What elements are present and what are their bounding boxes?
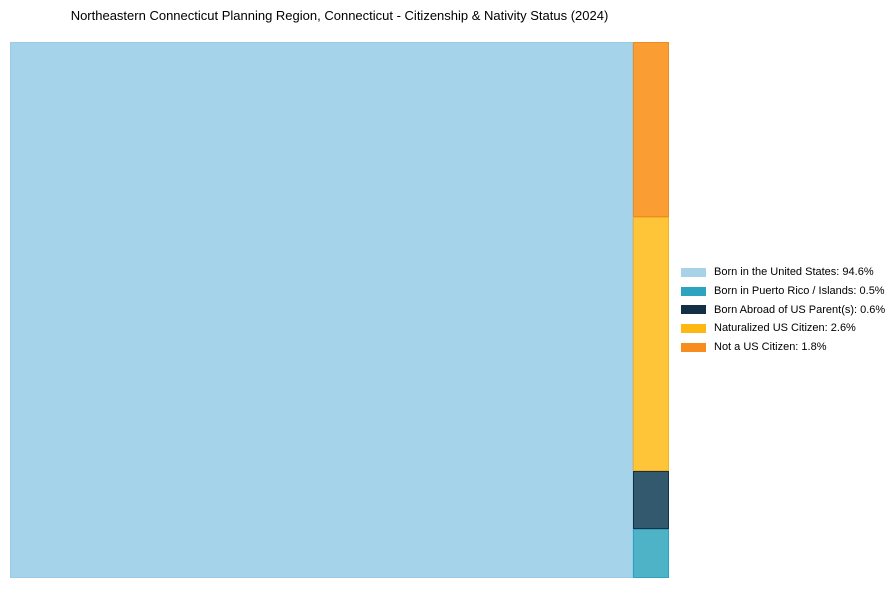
legend-swatch (681, 305, 706, 315)
legend-item: Born in the United States: 94.6% (681, 263, 885, 282)
legend-item: Naturalized US Citizen: 2.6% (681, 319, 885, 338)
legend-label: Born Abroad of US Parent(s): 0.6% (714, 303, 886, 316)
legend-label: Naturalized US Citizen: 2.6% (714, 322, 856, 335)
legend-label: Not a US Citizen: 1.8% (714, 341, 827, 354)
legend: Born in the United States: 94.6% Born in … (681, 263, 885, 356)
treemap-block-born-in-puerto-rico-islands[interactable] (632, 529, 669, 578)
chart-title: Northeastern Connecticut Planning Region… (70, 8, 609, 23)
treemap-side-column (632, 42, 669, 578)
treemap-block-born-abroad-of-us-parent-s[interactable] (632, 470, 669, 530)
treemap-block-not-a-us-citizen[interactable] (632, 42, 669, 218)
treemap-plot (10, 42, 669, 578)
legend-swatch (681, 342, 706, 352)
legend-swatch (681, 323, 706, 333)
treemap-block-naturalized-us-citizen[interactable] (632, 217, 669, 471)
legend-swatch (681, 286, 706, 296)
legend-item: Born in Puerto Rico / Islands: 0.5% (681, 282, 885, 301)
legend-label: Born in Puerto Rico / Islands: 0.5% (714, 285, 885, 298)
treemap-block-born-in-united-states[interactable] (10, 42, 633, 578)
legend-item: Not a US Citizen: 1.8% (681, 338, 885, 357)
legend-item: Born Abroad of US Parent(s): 0.6% (681, 300, 885, 319)
legend-swatch (681, 267, 706, 277)
legend-label: Born in the United States: 94.6% (714, 266, 874, 279)
